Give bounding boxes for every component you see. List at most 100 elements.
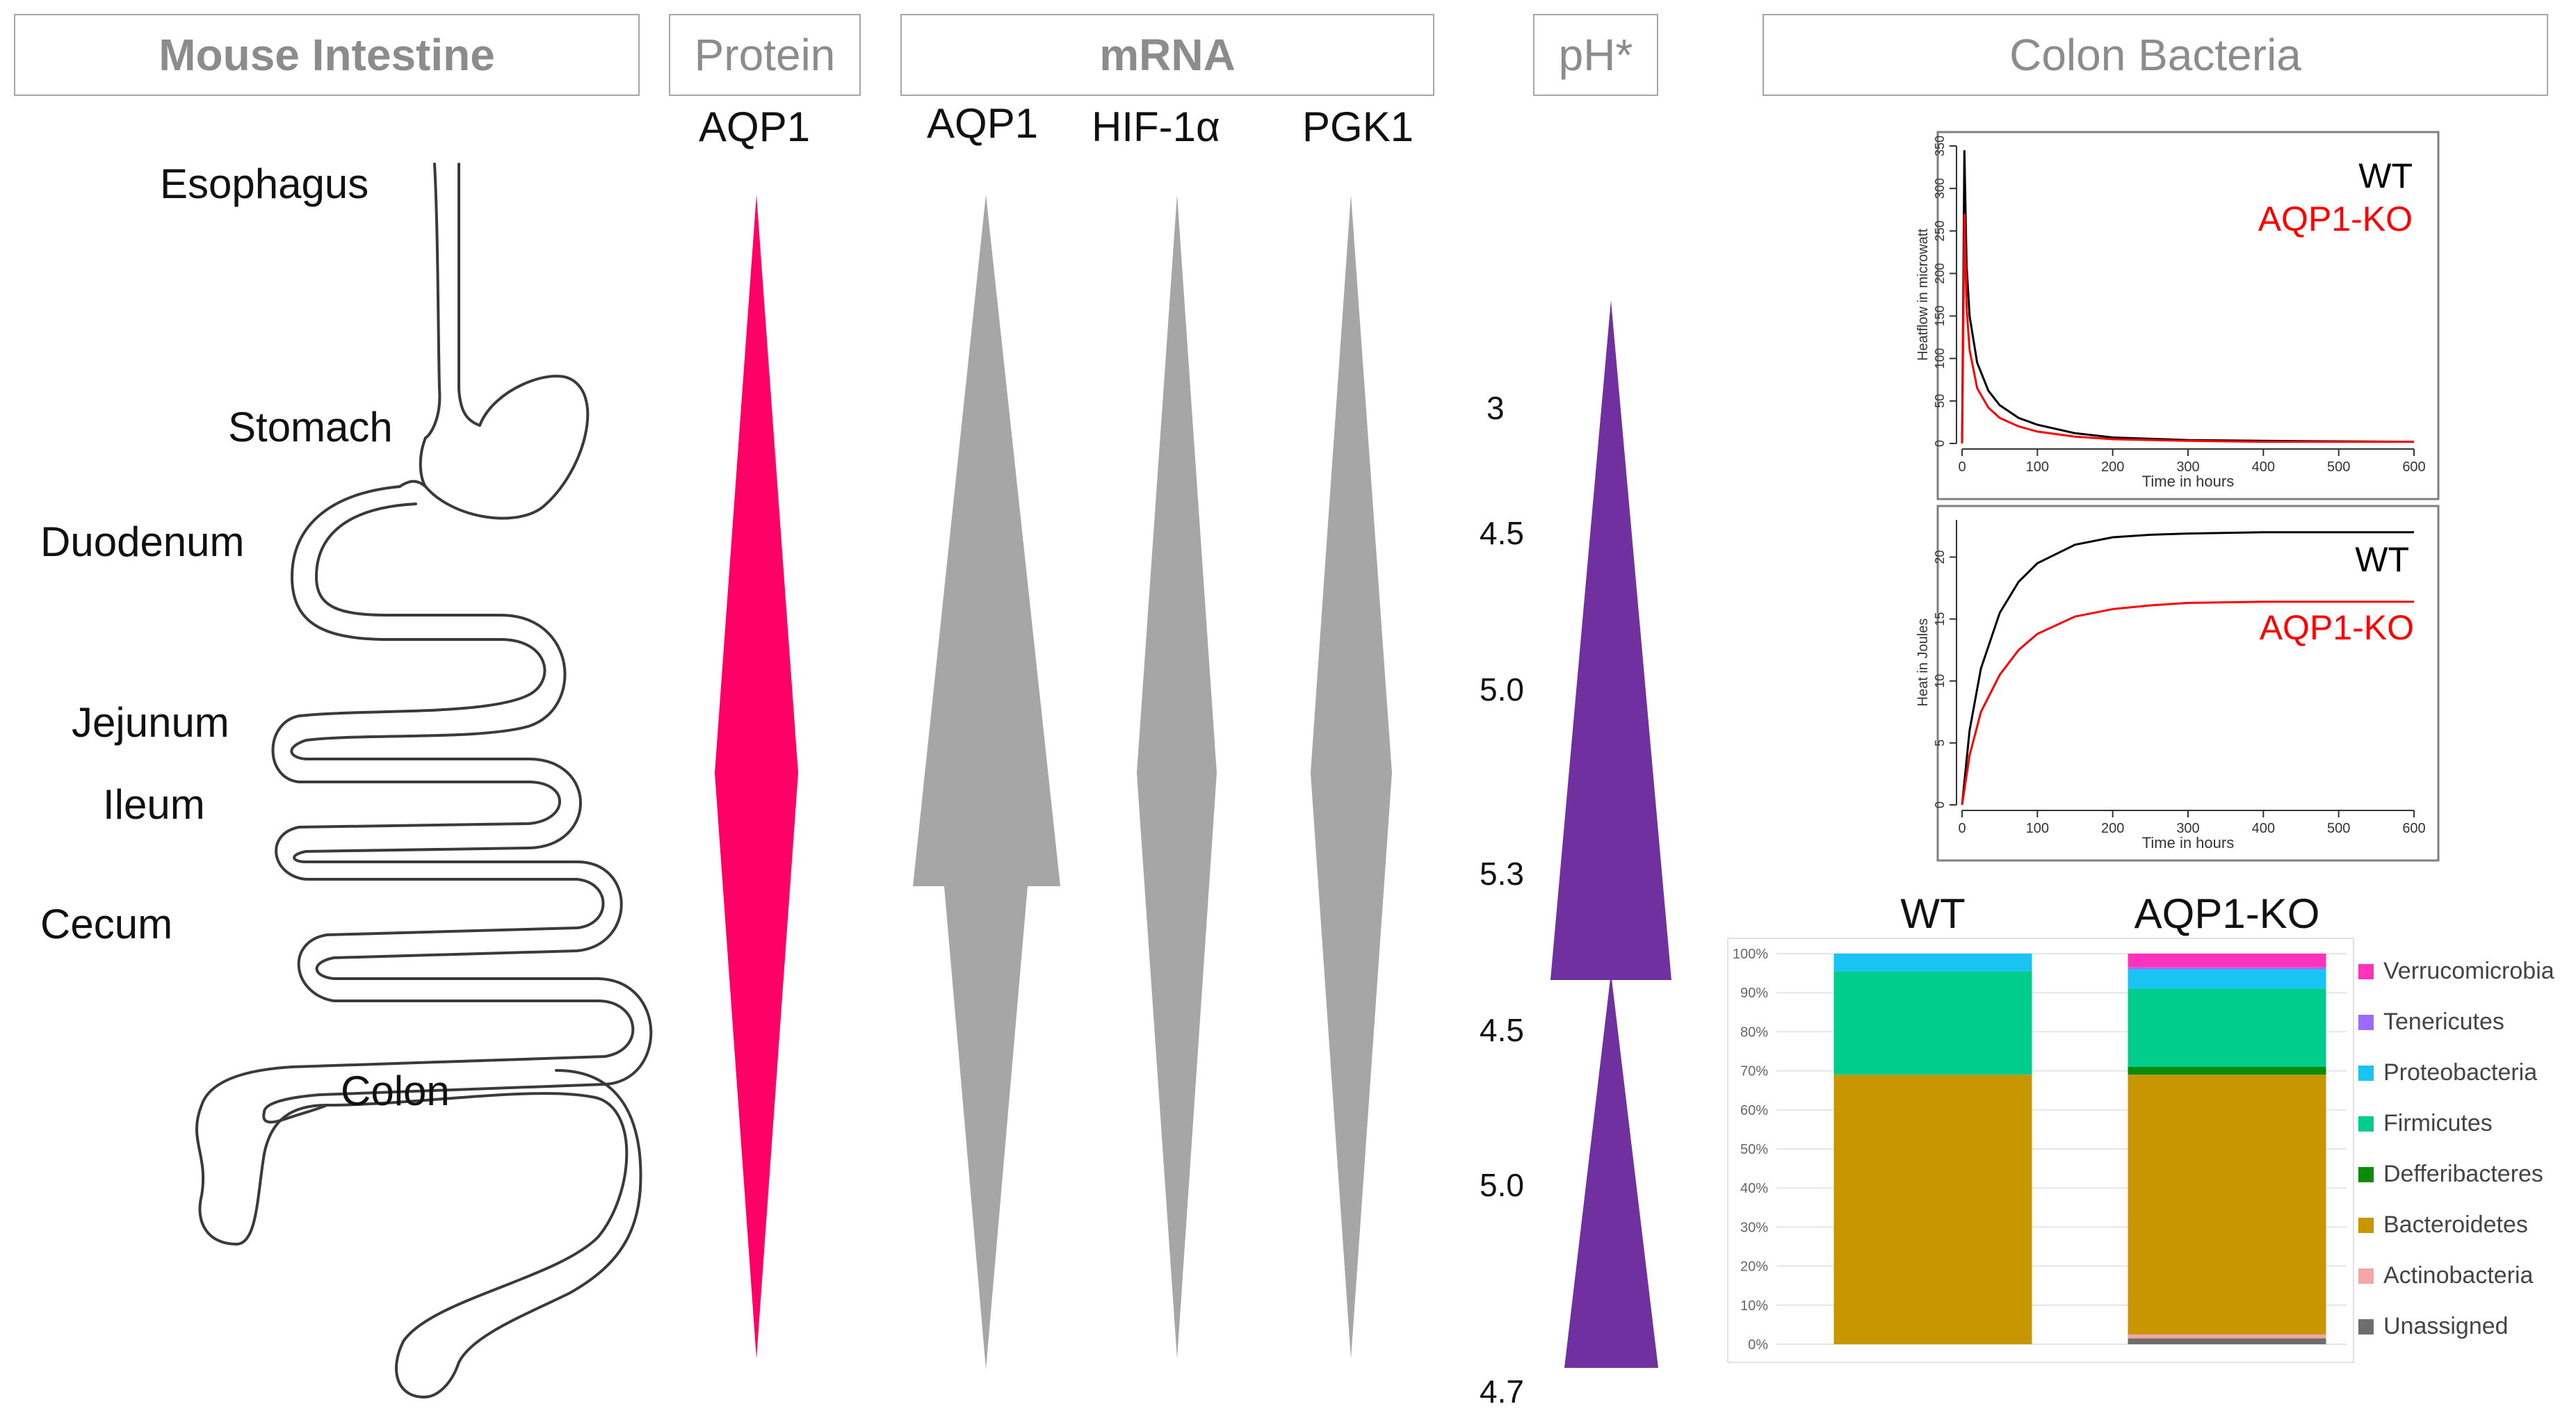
heat-y-label: Heat in Joules: [1915, 619, 1931, 707]
bar-legend-item: Tenericutes: [2358, 1009, 2504, 1036]
bar-legend-item: Actinobacteria: [2358, 1262, 2533, 1289]
legend-label: Firmicutes: [2383, 1110, 2493, 1136]
mrna-aqp1-arrow: [913, 195, 1060, 1369]
heatflow-y-tick-label: 0: [1933, 440, 1947, 447]
bar-y-tick-label: 80%: [1740, 1025, 1768, 1040]
heatflow-x-tick-label: 400: [2252, 459, 2275, 475]
bar-y-tick-label: 20%: [1740, 1259, 1768, 1275]
bar-legend-item: Unassigned: [2358, 1313, 2509, 1340]
bar-segment-firmicutes: [1833, 971, 2032, 1075]
legend-label: Unassigned: [2383, 1313, 2509, 1339]
label-ileum: Ileum: [103, 781, 205, 828]
heat-series-wt: [1961, 531, 2414, 806]
header-protein: Protein: [669, 14, 861, 96]
bar-y-tick-label: 60%: [1740, 1103, 1768, 1118]
legend-swatch: [2358, 1166, 2374, 1182]
bar-y-tick-label: 30%: [1740, 1220, 1768, 1235]
bar-segment-verrucomicrobia: [2128, 954, 2326, 968]
bar-y-tick-label: 40%: [1740, 1181, 1768, 1196]
legend-swatch: [2358, 1014, 2374, 1030]
label-mrna-hif: HIF-1α: [1092, 104, 1220, 150]
heatflow-x-tick-label: 300: [2176, 459, 2199, 475]
bar-legend-item: Verrucomicrobia: [2358, 958, 2554, 985]
heatflow-x-tick-label: 200: [2101, 459, 2124, 475]
heatflow-x-tick-label: 500: [2327, 459, 2350, 475]
bar-legend-item: Bacteroidetes: [2358, 1211, 2528, 1239]
ph-value: 4.5: [1480, 1012, 1524, 1048]
heatflow-x-tick-label: 100: [2026, 459, 2049, 475]
legend-swatch: [2358, 1319, 2374, 1335]
legend-label: Actinobacteria: [2383, 1262, 2534, 1289]
mrna-hif-diamond: [1137, 195, 1217, 1359]
heatflow-series-wt: [1961, 150, 2415, 444]
bar-segment-bacteroidetes: [2128, 1075, 2326, 1335]
bar-y-tick-label: 70%: [1740, 1064, 1768, 1079]
bar-plot-area: [1727, 938, 2354, 1363]
heat-x-tick-label: 300: [2176, 821, 2199, 836]
heatflow-y-label: Heatflow in microwatt: [1915, 229, 1931, 361]
heatflow-legend-ko: AQP1-KO: [2258, 199, 2413, 238]
header-mouse-intestine: Mouse Intestine: [14, 14, 640, 96]
label-duodenum: Duodenum: [40, 519, 245, 565]
ph-arrow-lower: [1564, 973, 1658, 1368]
heatflow-y-tick-label: 150: [1933, 306, 1947, 327]
heat-y-tick-label: 10: [1933, 674, 1947, 688]
heatflow-y-tick-label: 50: [1933, 394, 1947, 408]
label-colon: Colon: [341, 1068, 450, 1114]
heatflow-y-tick-label: 350: [1933, 136, 1947, 156]
bar-segment-actinobacteria: [2128, 1334, 2326, 1339]
legend-swatch: [2358, 1217, 2374, 1233]
label-protein-aqp1: AQP1: [699, 104, 811, 150]
legend-swatch: [2358, 1268, 2374, 1284]
bar-segment-defferibacteres: [2128, 1066, 2326, 1075]
heatflow-x-tick-label: 600: [2402, 459, 2425, 475]
bar-segment-bacteroidetes: [1833, 1075, 2032, 1344]
bar-category-label: WT: [1900, 890, 1965, 937]
bar-y-tick-label: 10%: [1740, 1298, 1768, 1314]
heat-x-tick-label: 600: [2402, 821, 2425, 836]
bar-y-tick-label: 90%: [1740, 986, 1768, 1001]
legend-label: Proteobacteria: [2383, 1059, 2538, 1086]
legend-swatch: [2358, 963, 2374, 979]
legend-label: Tenericutes: [2383, 1009, 2504, 1035]
heatflow-frame: [1936, 131, 2440, 500]
ph-value: 5.0: [1480, 1167, 1524, 1203]
bar-y-tick-label: 50%: [1740, 1142, 1768, 1157]
bar-legend-item: Defferibacteres: [2358, 1161, 2543, 1188]
heatflow-y-tick-label: 100: [1933, 348, 1947, 369]
heat-x-label: Time in hours: [2142, 834, 2234, 851]
bar-segment-firmicutes: [2128, 988, 2326, 1067]
heat-y-tick-label: 15: [1933, 612, 1947, 626]
label-stomach: Stomach: [228, 404, 393, 450]
header-ph: pH*: [1533, 14, 1658, 96]
mrna-pgk1-diamond: [1311, 195, 1392, 1359]
label-cecum: Cecum: [40, 901, 173, 947]
label-esophagus: Esophagus: [160, 161, 369, 207]
ph-value: 3: [1487, 390, 1505, 426]
heat-y-tick-label: 20: [1933, 550, 1947, 564]
bar-segment-unassigned: [2128, 1338, 2326, 1344]
bar-legend-item: Firmicutes: [2358, 1110, 2493, 1137]
heatflow-y-tick-label: 200: [1933, 263, 1947, 284]
heat-x-tick-label: 500: [2327, 821, 2350, 836]
legend-swatch: [2358, 1116, 2374, 1132]
heatflow-x-tick-label: 0: [1958, 459, 1966, 475]
heat-series-ko: [1961, 601, 2414, 806]
bar-legend-item: Proteobacteria: [2358, 1059, 2537, 1086]
legend-label: Bacteroidetes: [2383, 1211, 2528, 1238]
heat-y-tick-label: 0: [1933, 801, 1947, 808]
ph-value: 5.0: [1480, 671, 1524, 708]
bar-segment-tenericutes: [2128, 967, 2326, 970]
heat-y-tick-label: 5: [1933, 740, 1947, 746]
label-mrna-aqp1: AQP1: [927, 100, 1039, 147]
heatflow-series-ko: [1961, 213, 2414, 444]
ph-arrow-upper: [1550, 300, 1671, 980]
label-jejunum: Jejunum: [72, 699, 229, 746]
header-colon-bacteria: Colon Bacteria: [1763, 14, 2548, 96]
ph-value: 4.7: [1480, 1373, 1524, 1410]
protein-aqp1-diamond: [715, 195, 798, 1359]
heat-legend-wt: WT: [2355, 540, 2409, 579]
